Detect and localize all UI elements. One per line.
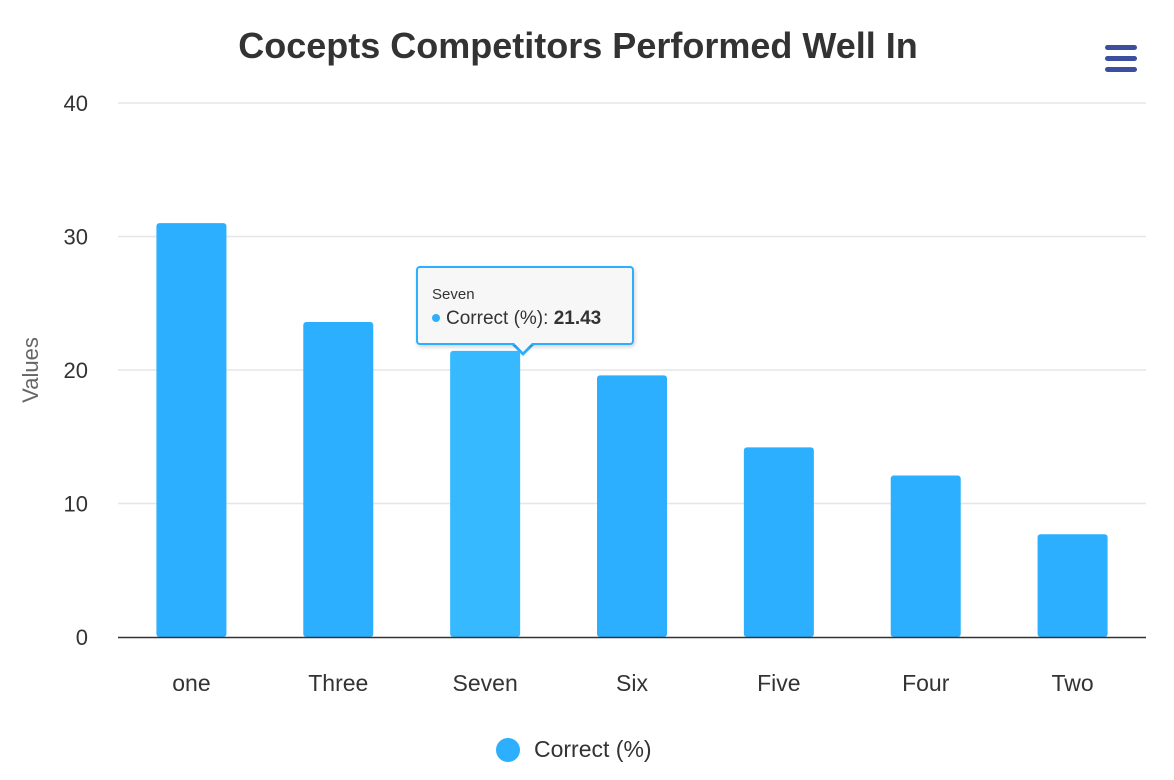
x-tick-label: Two <box>1051 670 1093 696</box>
tooltip-header: Seven <box>432 286 475 303</box>
tooltip-value: 21.43 <box>553 308 602 329</box>
menu-line-bottom <box>1105 67 1137 72</box>
bar-two[interactable] <box>1037 534 1108 637</box>
menu-line-top <box>1105 45 1137 50</box>
bar-five[interactable] <box>743 447 814 637</box>
y-tick-label: 10 <box>64 492 88 517</box>
chart-title: Cocepts Competitors Performed Well In <box>238 25 917 66</box>
bar-four[interactable] <box>890 475 961 637</box>
x-tick-label: Four <box>902 670 950 696</box>
hamburger-menu-icon[interactable] <box>1100 40 1142 78</box>
y-tick-label: 0 <box>76 625 88 650</box>
y-tick-label: 20 <box>64 358 88 383</box>
x-axis-ticks: one Three Seven Six Five Four Two <box>118 636 1146 696</box>
tooltip-series-label: Correct (%) <box>446 308 544 329</box>
y-tick-label: 40 <box>64 91 88 116</box>
tooltip-separator: : <box>543 308 554 329</box>
y-axis-title: Values <box>18 337 43 403</box>
x-tick-label: one <box>172 670 210 696</box>
bar-seven[interactable] <box>450 350 521 637</box>
bar-three[interactable] <box>303 321 374 637</box>
x-tick-label: Seven <box>453 670 518 696</box>
y-tick-label: 30 <box>64 225 88 250</box>
bar-six[interactable] <box>597 375 667 637</box>
tooltip-arrow-fill <box>514 343 532 352</box>
legend-item[interactable]: Correct (%) <box>496 736 652 764</box>
tooltip: Seven Correct (%): 21.43 <box>416 266 634 345</box>
menu-line-middle <box>1105 56 1137 61</box>
y-axis-ticks: 0 10 20 30 40 <box>64 91 88 650</box>
x-tick-label: Six <box>616 670 648 696</box>
bar-series <box>156 223 1108 637</box>
legend-marker-icon <box>496 737 520 762</box>
tooltip-row: Correct (%): 21.43 <box>432 308 601 330</box>
x-tick-label: Five <box>757 670 800 696</box>
x-tick-label: Three <box>308 670 368 696</box>
tooltip-series-dot-icon <box>432 314 440 322</box>
bar-one[interactable] <box>156 223 227 637</box>
legend-label: Correct (%) <box>534 736 652 762</box>
